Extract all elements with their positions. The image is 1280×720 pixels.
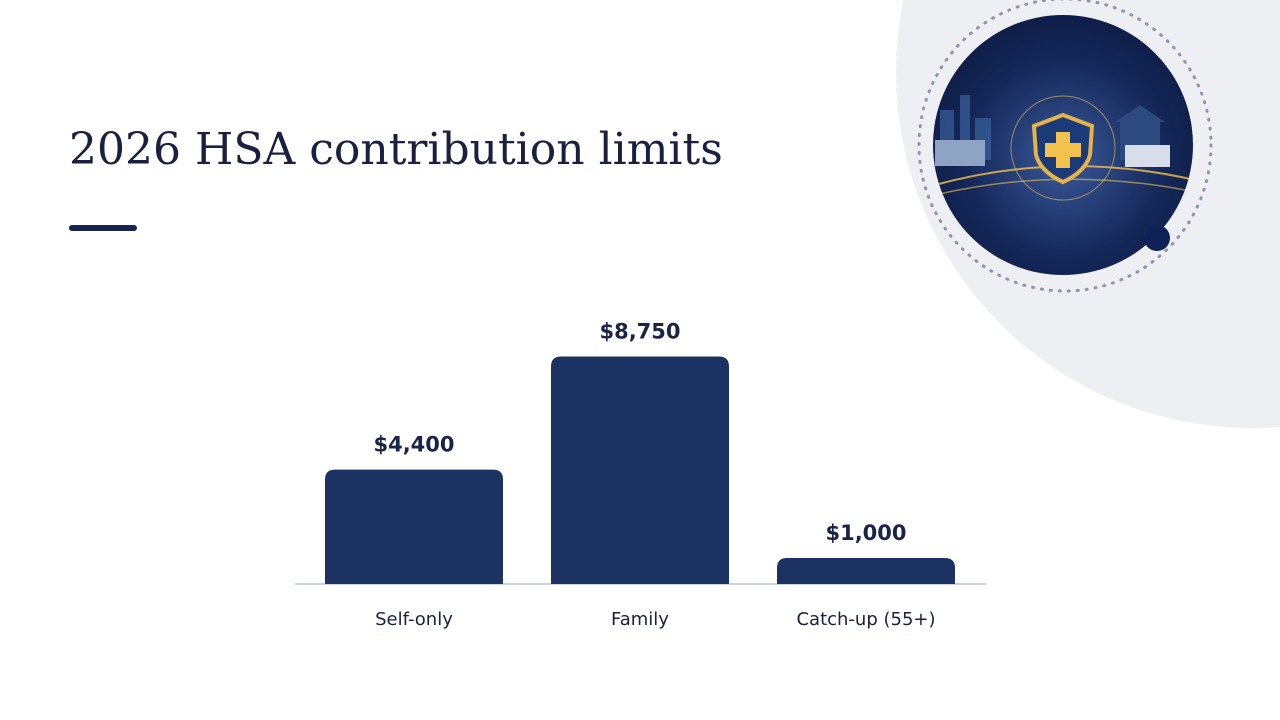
category-label: Self-only: [375, 609, 453, 630]
title-underline: [69, 225, 137, 231]
bar: [325, 469, 503, 584]
accent-dot: [1144, 225, 1170, 251]
category-label: Catch-up (55+): [796, 609, 935, 630]
value-label: $4,400: [373, 433, 454, 457]
category-label: Family: [611, 609, 669, 630]
slide-title: 2026 HSA contribution limits: [69, 124, 723, 175]
bar: [551, 356, 729, 584]
dotted-ring: [917, 0, 1213, 293]
value-label: $1,000: [825, 521, 906, 545]
bar: [777, 558, 955, 584]
value-label: $8,750: [599, 320, 680, 344]
illustration: [933, 15, 1193, 275]
